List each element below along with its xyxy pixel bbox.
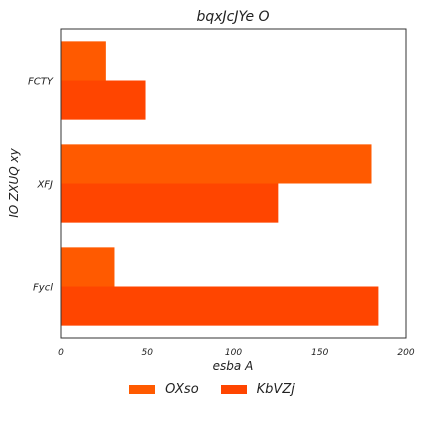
x-axis-ticks: 0 50 100 150 200: [58, 348, 415, 358]
legend-item-series-2: KbVZj: [220, 382, 295, 397]
legend-item-series-1: OXso: [129, 382, 199, 397]
x-tick-label: 150: [311, 348, 328, 358]
bar-fcty-series-1: [61, 41, 106, 81]
bar-xfj-series-1: [61, 144, 372, 184]
y-tick-label: FCTY: [28, 77, 54, 88]
x-tick-label: 200: [397, 348, 414, 358]
y-axis-label: IO ZXUQ xy: [7, 147, 21, 217]
y-tick-label: Fycl: [33, 283, 53, 294]
y-tick-label: XFJ: [36, 180, 53, 191]
plot-frame: [60, 28, 407, 339]
bar-fycl-series-2: [61, 286, 379, 326]
chart-title: bqxJcJYe O: [196, 9, 269, 25]
x-axis-label: esba A: [213, 359, 254, 373]
legend: OXso KbVZj: [0, 382, 424, 397]
x-tick-label: 50: [142, 348, 154, 358]
legend-swatch-series-2: [220, 385, 247, 394]
y-axis-ticks: Fycl XFJ FCTY: [28, 77, 54, 294]
x-tick-label: 0: [58, 348, 64, 358]
bar-fcty-series-2: [61, 80, 146, 120]
legend-label-series-1: OXso: [165, 382, 199, 397]
bar-xfj-series-2: [61, 183, 279, 223]
legend-swatch-series-1: [129, 385, 156, 394]
bar-fycl-series-1: [61, 247, 115, 287]
legend-label-series-2: KbVZj: [256, 382, 295, 397]
x-tick-label: 100: [225, 348, 242, 358]
bars-group: [61, 41, 379, 326]
